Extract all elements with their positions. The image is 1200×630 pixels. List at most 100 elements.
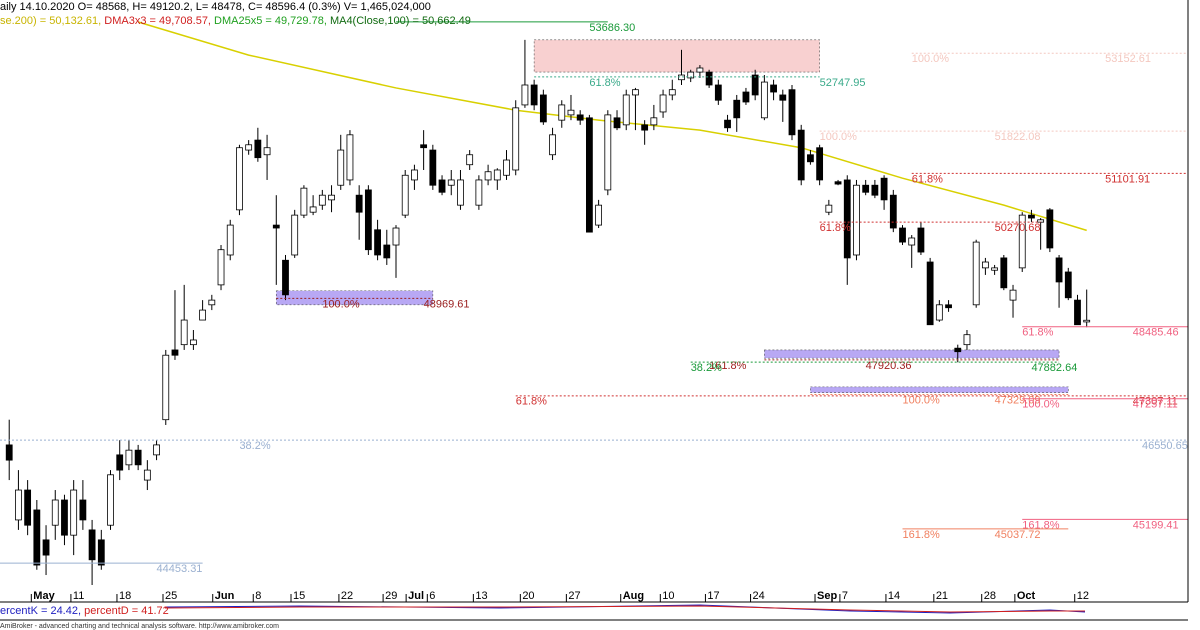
- candle-body: [963, 334, 971, 346]
- candle-body: [70, 489, 78, 536]
- x-tick-label: 27: [568, 590, 580, 602]
- fib-percent: 161.8%: [709, 360, 747, 372]
- legend-item: percentD = 41.72: [84, 605, 169, 617]
- candle-body: [254, 139, 262, 159]
- candle-body: [954, 347, 962, 353]
- fib-percent: 161.8%: [903, 529, 941, 541]
- x-tick-label: 18: [119, 590, 131, 602]
- candle-body: [668, 89, 676, 96]
- candle-body: [134, 449, 142, 466]
- candle-body: [1055, 257, 1063, 283]
- candle-body: [641, 124, 649, 131]
- candle-body: [199, 309, 207, 321]
- candle-body: [788, 89, 796, 136]
- x-tick-label: Aug: [623, 590, 644, 602]
- candle-body: [724, 119, 731, 129]
- fib-price: 51822.08: [995, 131, 1041, 143]
- x-tick-label: 12: [1077, 590, 1089, 602]
- fib-percent: 100.0%: [1022, 399, 1060, 411]
- candle-body: [171, 349, 179, 356]
- fib-price: 52747.95: [820, 77, 866, 89]
- candle-body: [1000, 257, 1008, 289]
- candle-body: [751, 74, 759, 96]
- fib-price: 46550.65: [1142, 440, 1188, 452]
- fib-price: 48485.46: [1133, 327, 1179, 339]
- candle-body: [226, 224, 234, 256]
- x-tick-label: 22: [341, 590, 353, 602]
- fib-price: 45037.72: [995, 529, 1041, 541]
- candle-body: [153, 444, 160, 456]
- candle-body: [558, 104, 566, 121]
- candle-body: [742, 91, 750, 103]
- candle-body: [236, 147, 243, 211]
- fib-zone: [275, 290, 434, 306]
- candle-body: [503, 159, 510, 176]
- x-tick-label: 13: [475, 590, 487, 602]
- candle-body: [420, 144, 428, 149]
- candle-body: [318, 194, 326, 206]
- x-tick-label: Jul: [408, 590, 424, 602]
- fib-price: 44453.31: [157, 563, 203, 575]
- candle-body: [696, 67, 704, 73]
- candle-body: [24, 489, 32, 526]
- fib-percent: 61.8%: [516, 396, 547, 408]
- legend-item: se.200) = 50,132.61,: [0, 15, 104, 27]
- candle-body: [42, 539, 50, 556]
- header-quote: aily 14.10.2020 O= 48568, H= 49120.2, L=…: [0, 1, 431, 13]
- candle-body: [291, 214, 299, 256]
- candle-body: [208, 299, 216, 306]
- fib-zone: [810, 386, 1069, 394]
- candle-body: [779, 94, 787, 101]
- x-tick-label: Jun: [215, 590, 235, 602]
- candle-body: [770, 84, 777, 93]
- x-tick-label: 28: [984, 590, 996, 602]
- candle-body: [1074, 299, 1081, 326]
- fib-price: 47920.36: [866, 360, 912, 372]
- candle-body: [576, 114, 584, 121]
- candle-body: [392, 227, 400, 246]
- x-tick-label: 14: [888, 590, 900, 602]
- candle-body: [401, 174, 409, 216]
- fib-price: 48969.61: [424, 298, 470, 310]
- fib-percent: 61.8%: [1022, 327, 1053, 339]
- fib-price: 53152.61: [1105, 53, 1151, 65]
- x-tick-label: 6: [429, 590, 435, 602]
- candle-body: [411, 169, 418, 181]
- candle-body: [972, 241, 980, 306]
- candle-body: [613, 117, 621, 129]
- candle-body: [853, 184, 860, 256]
- candle-body: [899, 227, 906, 243]
- x-tick-label: 15: [293, 590, 305, 602]
- candle-body: [862, 184, 870, 193]
- candle-body: [797, 129, 805, 181]
- candle-body: [714, 84, 722, 101]
- candle-body: [595, 204, 603, 226]
- candle-body: [337, 149, 345, 186]
- x-tick-label: 10: [662, 590, 674, 602]
- candle-body: [328, 194, 335, 201]
- candle-body: [512, 107, 520, 171]
- candle-body: [687, 71, 695, 79]
- x-tick-label: 25: [165, 590, 177, 602]
- candle-body: [355, 194, 363, 213]
- x-tick-label: 17: [707, 590, 719, 602]
- fib-percent: 38.2%: [691, 362, 722, 374]
- x-tick-label: 8: [255, 590, 261, 602]
- x-tick-label: 20: [522, 590, 534, 602]
- fib-price: 47257.11: [1133, 399, 1178, 411]
- candle-body: [374, 229, 381, 256]
- candle-body: [843, 179, 851, 259]
- candle-body: [917, 227, 925, 253]
- legend-item: DMA3x3 = 49,708.57,: [104, 15, 214, 27]
- candle-body: [217, 249, 225, 286]
- candle-body: [530, 84, 538, 106]
- fib-percent: 100.0%: [903, 394, 941, 406]
- x-tick-label: 29: [385, 590, 397, 602]
- fib-percent: 61.8%: [912, 173, 943, 185]
- candle-body: [263, 147, 271, 156]
- candle-body: [622, 94, 630, 126]
- candle-body: [162, 354, 170, 421]
- candle-body: [116, 454, 124, 471]
- candle-body: [5, 444, 13, 461]
